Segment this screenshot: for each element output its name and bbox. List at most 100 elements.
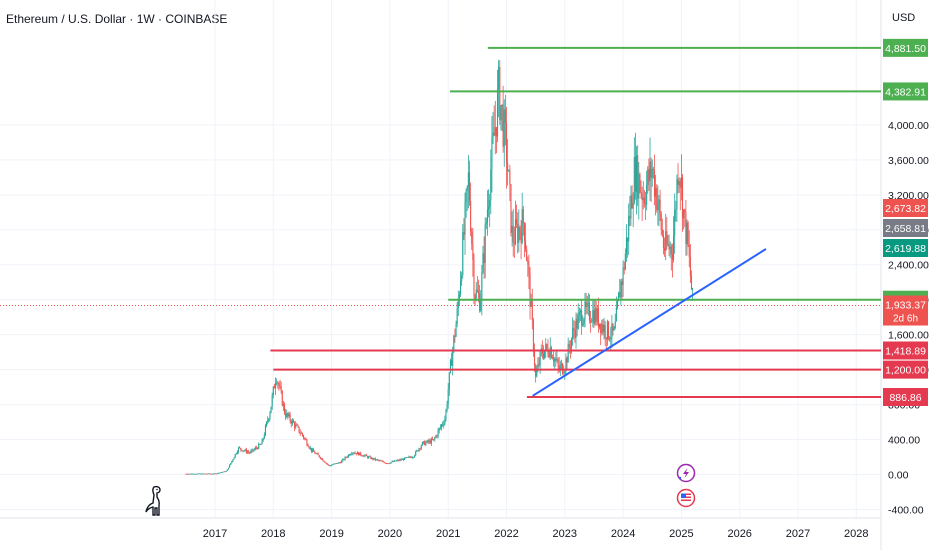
candle-body	[399, 459, 401, 461]
us-flag-event-icon[interactable]	[676, 488, 696, 508]
candle-body	[445, 410, 447, 420]
candle-body	[259, 444, 261, 445]
candle-body	[424, 441, 426, 446]
candle-body	[332, 464, 334, 466]
candle-body	[249, 452, 251, 454]
candle-body	[371, 457, 373, 459]
candle-body	[472, 243, 474, 260]
candle-body	[186, 473, 188, 475]
candle-body	[637, 155, 639, 199]
candle-body	[542, 354, 545, 358]
candle-body	[226, 469, 228, 472]
candle-body	[631, 195, 633, 209]
candle-body	[618, 292, 620, 301]
candle-body	[511, 225, 513, 233]
candle-body	[323, 460, 325, 462]
candle-body	[664, 248, 666, 251]
candle-body	[217, 472, 219, 474]
candle-body	[425, 442, 427, 446]
candle-body	[605, 337, 607, 340]
candle-body	[204, 473, 206, 475]
candle-body	[400, 459, 402, 461]
candle-body	[192, 473, 194, 475]
candle-body	[630, 195, 632, 219]
y-tick-label: 0.00	[888, 470, 909, 482]
candle-body	[465, 190, 467, 203]
candle-body	[255, 447, 258, 449]
candle-body	[525, 240, 527, 250]
candle-body	[652, 169, 654, 171]
candle-body	[640, 192, 642, 193]
candle-body	[285, 413, 287, 418]
candle-body	[374, 458, 376, 461]
candle-body	[283, 404, 286, 414]
candle-body	[443, 423, 445, 425]
candle-body	[361, 455, 363, 456]
price-tag-bg	[883, 219, 928, 237]
candle-body	[486, 209, 488, 223]
candle-body	[455, 324, 457, 337]
candle-body	[574, 330, 576, 338]
candle-body	[393, 460, 395, 462]
candle-body	[622, 267, 624, 286]
candle-body	[467, 172, 469, 187]
candle-body	[658, 199, 660, 206]
candle-body	[607, 321, 610, 339]
candle-body	[675, 209, 677, 210]
candle-body	[266, 421, 268, 426]
candle-body	[548, 354, 550, 358]
candle-body	[447, 389, 449, 404]
candle-body	[205, 473, 207, 475]
candle-body	[203, 473, 205, 475]
trend-line[interactable]	[532, 248, 767, 397]
candle-body	[342, 459, 344, 461]
candle-body	[360, 452, 362, 456]
candle-body	[279, 386, 281, 387]
candle-body	[493, 132, 495, 136]
candle-body	[373, 458, 375, 460]
candle-body	[507, 162, 509, 172]
candle-body	[337, 462, 339, 464]
candle-body	[407, 457, 409, 458]
candle-body	[277, 382, 279, 384]
y-tick-label: -400.00	[888, 504, 924, 516]
candle-body	[408, 456, 410, 458]
candle-body	[535, 365, 537, 377]
candle-body	[319, 457, 321, 459]
candle-body	[382, 461, 384, 463]
horizontal-levels	[270, 46, 881, 398]
candle-body	[365, 454, 367, 457]
candle-body	[681, 177, 684, 219]
candle-body	[683, 209, 685, 219]
candle-body	[224, 471, 226, 473]
candle-body	[199, 473, 201, 475]
candle-body	[260, 444, 262, 446]
candle-body	[280, 386, 282, 392]
candle-body	[328, 465, 330, 466]
candle-body	[549, 347, 551, 358]
candle-body	[638, 174, 640, 199]
candle-body	[235, 453, 237, 455]
candle-body	[248, 451, 250, 453]
candle-body	[261, 439, 263, 445]
lightning-event-icon[interactable]	[676, 463, 696, 483]
candle-body	[634, 156, 636, 192]
x-tick-label: 2028	[844, 528, 868, 540]
candle-body	[351, 453, 353, 455]
candle-body	[227, 467, 230, 470]
candle-body	[208, 473, 210, 475]
candle-body	[264, 425, 267, 435]
candle-body	[648, 169, 650, 182]
candle-body	[509, 170, 511, 185]
candle-body	[602, 324, 604, 332]
candle-body	[573, 328, 575, 331]
candle-body	[352, 452, 354, 454]
candle-body	[606, 321, 608, 340]
candle-body	[578, 311, 580, 315]
candle-body	[380, 460, 382, 462]
candle-body	[555, 358, 557, 361]
candle-body	[492, 132, 494, 138]
candle-body	[304, 438, 306, 439]
level-tag-bg	[883, 387, 928, 406]
